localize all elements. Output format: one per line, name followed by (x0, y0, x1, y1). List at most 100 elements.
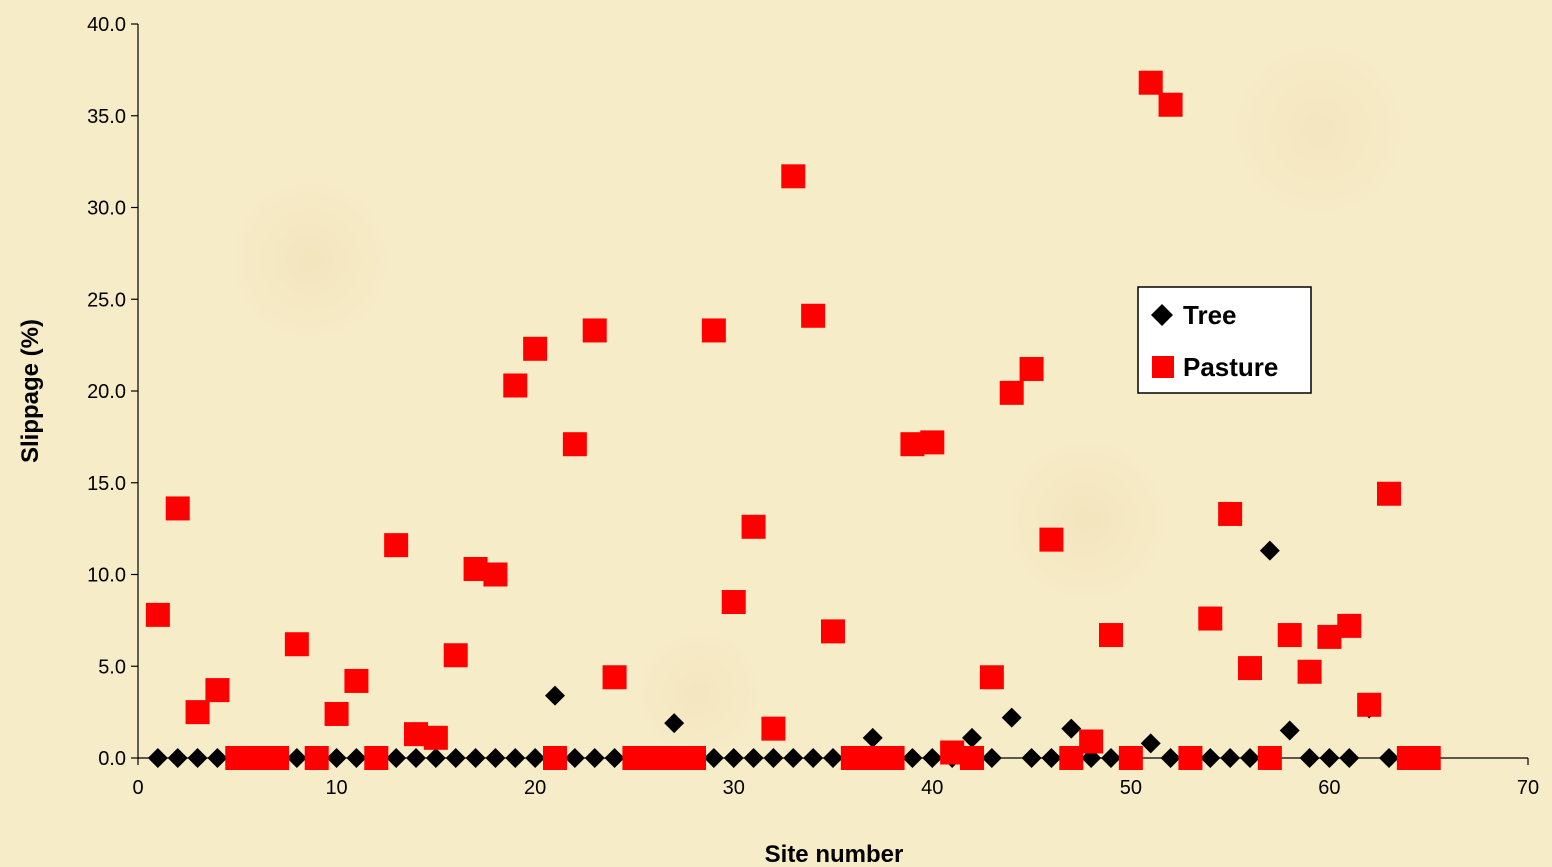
pasture-point (801, 303, 826, 328)
pasture-point (503, 373, 528, 398)
tree-point (326, 748, 347, 768)
tree-point (1299, 748, 1320, 768)
pasture-point (423, 725, 448, 750)
pasture-point (483, 562, 508, 587)
tree-point (445, 748, 466, 768)
tree-point (664, 713, 685, 734)
pasture-point (960, 746, 984, 770)
pasture-point (205, 678, 230, 703)
pasture-point (1238, 656, 1262, 681)
pasture-point (1099, 623, 1123, 648)
pasture-point (443, 643, 468, 668)
tree-point (386, 748, 407, 768)
pasture-point (324, 701, 349, 726)
legend-marker-tree (1151, 304, 1173, 326)
pasture-point (543, 746, 567, 770)
pasture-point (145, 602, 170, 627)
pasture-point (1218, 501, 1243, 526)
tree-point (922, 748, 943, 768)
tree-point (1061, 718, 1082, 739)
series-tree (147, 540, 1439, 768)
pasture-point (165, 496, 190, 521)
pasture-point (1158, 92, 1183, 117)
tree-point (505, 748, 526, 768)
pasture-point (185, 700, 210, 725)
y-axis-title: Slippage (%) (17, 319, 44, 463)
tree-point (962, 727, 982, 748)
pasture-point (284, 632, 309, 657)
tree-point (1379, 748, 1399, 768)
y-tick-label: 35.0 (87, 106, 126, 128)
pasture-point (761, 716, 786, 741)
pasture-point (701, 318, 726, 343)
pasture-point (364, 746, 389, 770)
tree-point (1101, 748, 1121, 768)
x-tick-label: 10 (325, 777, 347, 799)
tree-point (1259, 540, 1280, 561)
tree-point (604, 748, 625, 768)
tree-point (425, 748, 446, 768)
pasture-point (1257, 746, 1282, 770)
pasture-point (920, 430, 945, 455)
tree-point (1279, 720, 1300, 741)
pasture-point (880, 746, 905, 770)
tree-point (743, 748, 764, 768)
pasture-point (1178, 746, 1203, 770)
pasture-point (384, 533, 409, 558)
tree-point (1041, 748, 1062, 768)
legend: Tree Pasture (1137, 286, 1312, 394)
tree-point (406, 748, 426, 768)
tree-point (1220, 748, 1241, 768)
x-tick-label: 0 (132, 777, 143, 799)
pasture-point (1357, 692, 1382, 717)
tree-point (207, 748, 228, 768)
pasture-point (1118, 746, 1143, 770)
tree-point (981, 748, 1002, 768)
legend-marker-pasture (1152, 356, 1174, 378)
tree-point (902, 748, 923, 768)
tree-point (167, 748, 188, 768)
tree-point (862, 727, 883, 748)
x-tick-label: 50 (1120, 777, 1142, 799)
y-tick-label: 40.0 (87, 14, 126, 36)
tree-point (703, 748, 724, 768)
y-tick-label: 25.0 (87, 289, 126, 311)
pasture-point (523, 336, 548, 361)
y-tick-label: 30.0 (87, 198, 126, 220)
pasture-point (1377, 481, 1401, 506)
pasture-point (781, 164, 806, 189)
y-axis: 0.0 5.0 10.0 15.0 20.0 25.0 30.0 35.0 40.0 (87, 14, 139, 770)
tree-point (1240, 748, 1260, 768)
pasture-point (1416, 746, 1441, 770)
tree-point (465, 748, 486, 768)
tree-point (525, 748, 546, 768)
tree-point (1001, 707, 1022, 728)
tree-point (763, 748, 784, 768)
series-pasture (145, 70, 1441, 770)
pasture-point (1079, 729, 1104, 754)
pasture-point (721, 590, 746, 615)
x-axis-title: Site number (765, 841, 904, 867)
tree-point (346, 748, 367, 768)
pasture-point (821, 619, 845, 644)
pasture-point (979, 665, 1004, 690)
tree-point (823, 748, 843, 768)
pasture-point (999, 380, 1024, 405)
x-tick-label: 70 (1517, 777, 1539, 799)
x-tick-label: 60 (1318, 777, 1340, 799)
tree-point (783, 748, 804, 768)
pasture-point (1337, 613, 1362, 638)
x-tick-label: 30 (723, 777, 745, 799)
pasture-point (682, 746, 706, 770)
tree-point (564, 748, 585, 768)
tree-point (1200, 748, 1221, 768)
y-tick-label: 5.0 (98, 656, 126, 678)
tree-point (1319, 748, 1340, 768)
tree-point (723, 748, 744, 768)
tree-point (1339, 748, 1360, 768)
tree-point (286, 748, 307, 768)
legend-label-tree: Tree (1183, 300, 1237, 330)
pasture-point (1039, 527, 1064, 552)
pasture-point (562, 432, 587, 457)
